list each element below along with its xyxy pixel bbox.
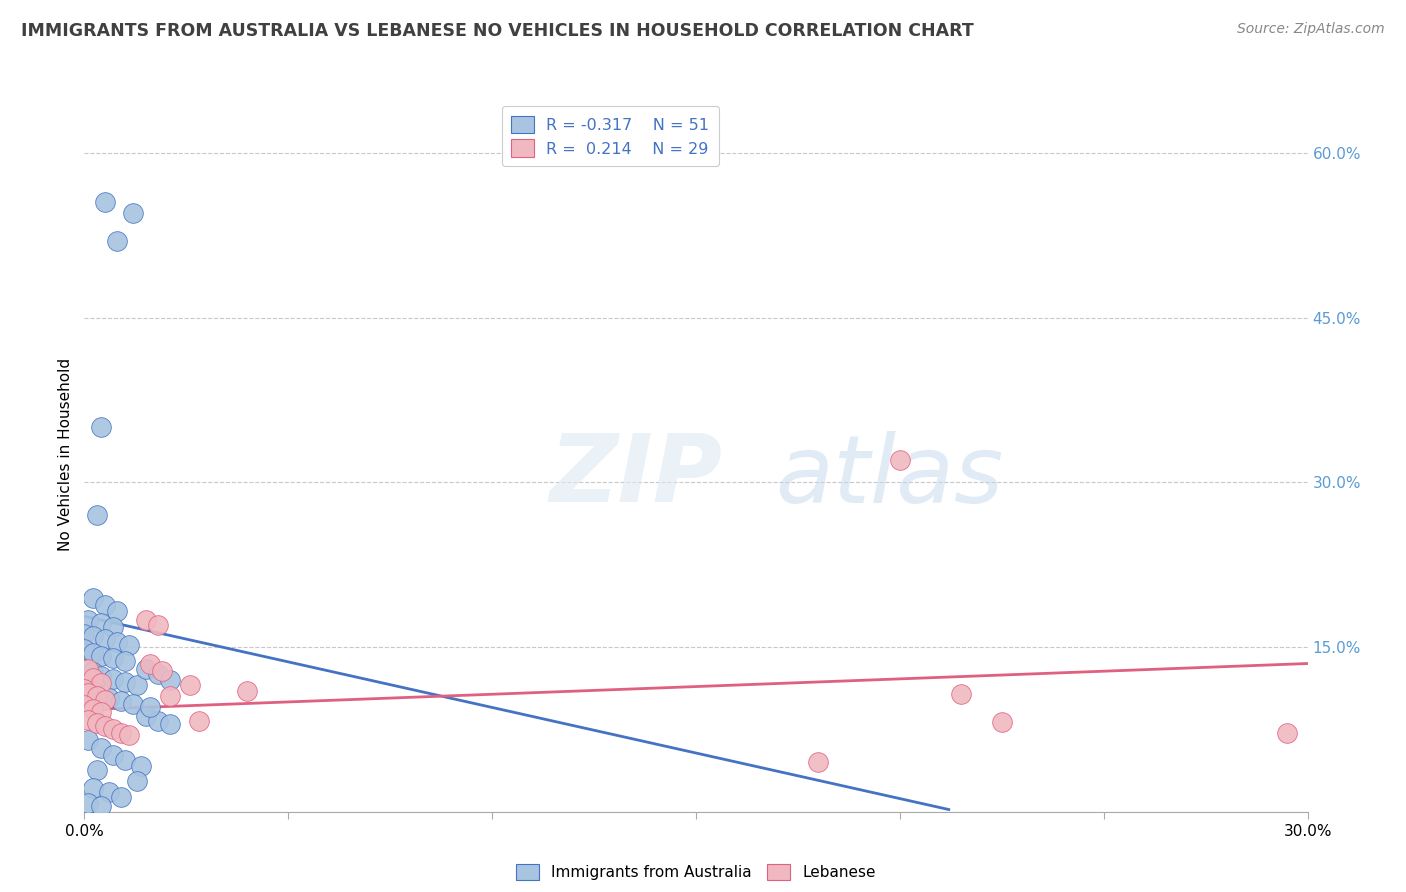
Point <box>86 715 108 730</box>
Point <box>101 747 124 762</box>
Point <box>93 195 117 210</box>
Point <box>807 756 830 770</box>
Point <box>90 705 112 719</box>
Point <box>150 664 173 678</box>
Point <box>82 591 104 605</box>
Text: Source: ZipAtlas.com: Source: ZipAtlas.com <box>1237 22 1385 37</box>
Point <box>122 206 145 220</box>
Point <box>82 780 104 795</box>
Point <box>90 615 112 630</box>
Point <box>101 651 124 665</box>
Point <box>135 613 157 627</box>
Point <box>146 618 169 632</box>
Point <box>90 676 112 690</box>
Point <box>1277 725 1299 739</box>
Point <box>86 508 108 523</box>
Point <box>991 714 1014 729</box>
Point <box>114 675 136 690</box>
Point <box>889 453 911 467</box>
Point <box>86 687 108 701</box>
Point <box>90 648 112 663</box>
Point <box>122 697 145 711</box>
Point <box>77 662 100 676</box>
Point <box>93 599 117 613</box>
Point <box>97 785 120 799</box>
Point <box>77 713 100 727</box>
Point <box>950 687 973 701</box>
Point <box>101 723 124 737</box>
Point <box>114 753 136 767</box>
Point <box>105 604 128 618</box>
Point <box>93 719 117 733</box>
Point <box>110 790 132 805</box>
Point <box>77 733 100 747</box>
Point <box>159 717 181 731</box>
Point <box>86 690 108 704</box>
Point <box>187 714 209 728</box>
Point <box>90 799 112 814</box>
Point <box>118 638 141 652</box>
Text: atlas: atlas <box>776 431 1004 522</box>
Point <box>73 698 96 713</box>
Point <box>82 701 104 715</box>
Point <box>118 728 141 742</box>
Point <box>127 774 149 789</box>
Point <box>159 673 181 687</box>
Point <box>77 796 100 810</box>
Point <box>110 694 132 708</box>
Text: ZIP: ZIP <box>550 430 723 523</box>
Point <box>73 681 96 696</box>
Point <box>93 632 117 647</box>
Point <box>82 665 104 680</box>
Point <box>77 684 100 698</box>
Point <box>159 690 181 704</box>
Point <box>90 741 112 756</box>
Point <box>179 678 201 692</box>
Point <box>138 700 160 714</box>
Point <box>93 692 117 706</box>
Point <box>146 714 169 728</box>
Point <box>90 668 112 682</box>
Point <box>97 690 120 705</box>
Point <box>82 646 104 660</box>
Point <box>236 684 259 698</box>
Point <box>86 763 108 777</box>
Point <box>135 662 157 676</box>
Point <box>105 634 128 648</box>
Point <box>82 629 104 643</box>
Point <box>131 758 153 772</box>
Point <box>135 709 157 723</box>
Text: IMMIGRANTS FROM AUSTRALIA VS LEBANESE NO VEHICLES IN HOUSEHOLD CORRELATION CHART: IMMIGRANTS FROM AUSTRALIA VS LEBANESE NO… <box>21 22 974 40</box>
Y-axis label: No Vehicles in Household: No Vehicles in Household <box>58 359 73 551</box>
Point <box>73 662 96 676</box>
Point <box>114 654 136 668</box>
Point <box>127 678 149 692</box>
Point <box>77 686 100 700</box>
Point <box>105 234 128 248</box>
Point <box>73 627 96 641</box>
Point <box>101 672 124 686</box>
Point <box>138 657 160 671</box>
Legend: Immigrants from Australia, Lebanese: Immigrants from Australia, Lebanese <box>510 858 882 886</box>
Point <box>146 667 169 681</box>
Point <box>90 420 112 434</box>
Point <box>101 620 124 634</box>
Point <box>77 613 100 627</box>
Point <box>82 671 104 685</box>
Point <box>73 642 96 657</box>
Point <box>110 725 132 739</box>
